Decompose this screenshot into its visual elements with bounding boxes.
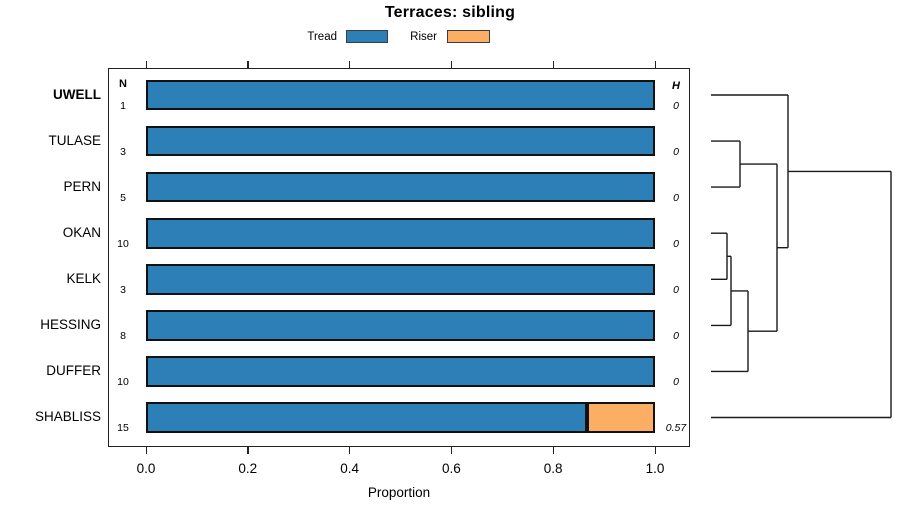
h-value: 0 bbox=[673, 330, 679, 343]
n-value: 8 bbox=[120, 330, 126, 343]
bar-segment-tread bbox=[146, 356, 655, 387]
row-label-hessing: HESSING bbox=[40, 317, 101, 333]
n-value: 15 bbox=[117, 422, 129, 435]
chart-title: Terraces: sibling bbox=[0, 4, 900, 22]
h-value: 0.57 bbox=[665, 422, 687, 435]
axis-tick-bottom bbox=[450, 447, 453, 454]
n-value: 1 bbox=[120, 100, 126, 112]
h-value: 0 bbox=[673, 376, 679, 389]
x-tick-label: 1.0 bbox=[645, 461, 665, 476]
n-value: 10 bbox=[117, 238, 129, 251]
x-axis-label: Proportion bbox=[367, 485, 431, 500]
axis-tick-top bbox=[247, 61, 249, 68]
axis-tick-top bbox=[654, 61, 656, 68]
row-label-kelk: KELK bbox=[66, 271, 101, 287]
h-value: 0 bbox=[673, 100, 679, 112]
h-value: 0 bbox=[673, 284, 679, 297]
n-value: 3 bbox=[120, 146, 126, 159]
axis-tick-bottom bbox=[145, 447, 147, 454]
x-tick-label: 0.0 bbox=[136, 461, 156, 476]
bar-segment-tread bbox=[146, 217, 655, 249]
x-tick-label: 0.6 bbox=[442, 461, 461, 476]
n-value: 5 bbox=[120, 192, 126, 205]
axis-tick-top bbox=[450, 61, 453, 68]
x-tick-label: 0.4 bbox=[340, 461, 359, 476]
n-value: 10 bbox=[117, 376, 129, 389]
n-value: 3 bbox=[120, 284, 126, 297]
row-label-okan: OKAN bbox=[62, 225, 101, 241]
bar-segment-tread bbox=[146, 310, 655, 341]
axis-tick-bottom bbox=[552, 447, 554, 454]
legend-swatch-riser bbox=[447, 30, 490, 43]
bar-segment-tread bbox=[146, 125, 655, 157]
h-value: 0 bbox=[673, 192, 679, 205]
bar-segment-tread bbox=[146, 402, 588, 433]
axis-tick-top bbox=[349, 61, 351, 68]
bar-segment-tread bbox=[146, 263, 655, 295]
axis-tick-top bbox=[145, 61, 147, 68]
h-value: 0 bbox=[673, 146, 679, 159]
legend-label-riser: Riser bbox=[410, 31, 437, 43]
legend-swatch-tread bbox=[346, 30, 388, 43]
bar-segment-tread bbox=[146, 171, 655, 203]
n-column-header: N bbox=[119, 78, 127, 90]
h-column-header: H bbox=[672, 80, 680, 92]
legend-label-tread: Tread bbox=[307, 31, 337, 43]
chart-title-text: Terraces: sibling bbox=[384, 4, 516, 21]
axis-tick-bottom bbox=[247, 447, 249, 454]
row-label-pern: PERN bbox=[63, 179, 101, 195]
row-label-tulase: TULASE bbox=[48, 133, 101, 149]
axis-tick-bottom bbox=[654, 447, 656, 454]
axis-tick-bottom bbox=[349, 447, 351, 454]
bar-segment-tread bbox=[146, 79, 655, 111]
row-label-duffer: DUFFER bbox=[46, 363, 101, 379]
axis-tick-top bbox=[552, 61, 554, 68]
x-tick-label: 0.8 bbox=[543, 461, 563, 476]
row-label-shabliss: SHABLISS bbox=[34, 409, 101, 425]
x-tick-label: 0.2 bbox=[238, 461, 258, 476]
h-value: 0 bbox=[673, 238, 679, 251]
row-label-uwell: UWELL bbox=[53, 87, 101, 102]
bar-segment-riser bbox=[587, 402, 655, 433]
